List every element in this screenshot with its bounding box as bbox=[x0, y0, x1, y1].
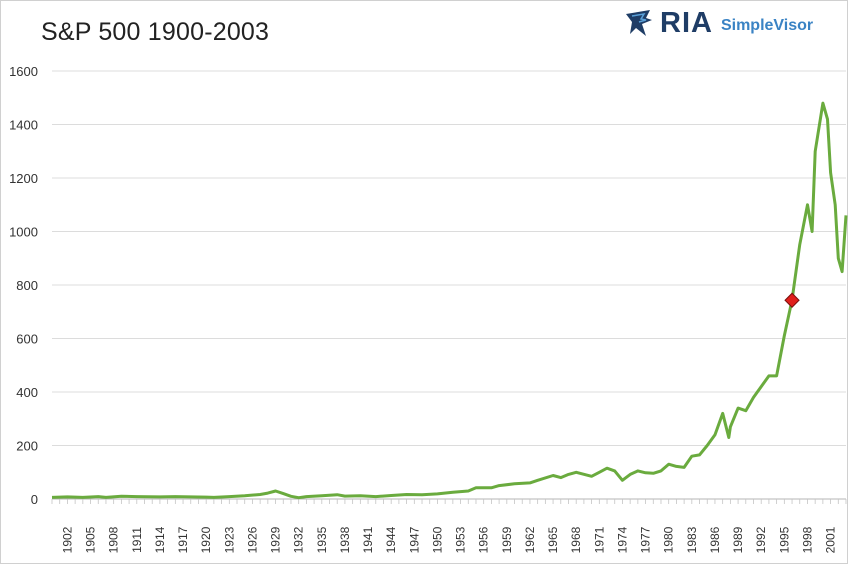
x-tick-label: 1941 bbox=[361, 526, 375, 553]
x-tick-label: 1947 bbox=[407, 526, 421, 553]
brand-logo: RIA SimpleVisor bbox=[624, 6, 813, 40]
x-tick-label: 2001 bbox=[824, 526, 838, 553]
y-tick-label: 200 bbox=[16, 439, 38, 454]
x-tick-label: 1923 bbox=[222, 526, 236, 553]
chart-title: S&P 500 1900-2003 bbox=[41, 18, 270, 46]
x-tick-label: 1974 bbox=[615, 526, 629, 553]
x-tick-label: 1920 bbox=[199, 526, 213, 553]
eagle-head-icon bbox=[626, 10, 652, 36]
x-tick-label: 1929 bbox=[269, 526, 283, 553]
x-tick-label: 1926 bbox=[245, 526, 259, 553]
logo-product-text: SimpleVisor bbox=[720, 17, 814, 34]
logo-brand-text: RIA bbox=[660, 6, 713, 39]
y-tick-label: 800 bbox=[16, 278, 38, 293]
x-tick-label: 1935 bbox=[315, 526, 329, 553]
x-tick-label: 1938 bbox=[338, 526, 352, 553]
x-tick-label: 1992 bbox=[754, 526, 768, 553]
x-tick-label: 1956 bbox=[477, 526, 491, 553]
x-tick-label: 1989 bbox=[731, 526, 745, 553]
y-tick-label: 0 bbox=[31, 492, 38, 507]
x-tick-label: 1986 bbox=[708, 526, 722, 553]
y-tick-label: 1200 bbox=[9, 171, 38, 186]
x-tick-label: 1983 bbox=[685, 526, 699, 553]
highlight-marker bbox=[784, 292, 800, 308]
x-tick-label: 1959 bbox=[500, 526, 514, 553]
x-tick-label: 1944 bbox=[384, 526, 398, 553]
x-tick-label: 1911 bbox=[130, 527, 144, 553]
series-line bbox=[51, 101, 848, 500]
x-tick-label: 1968 bbox=[569, 526, 583, 553]
y-tick-label: 1600 bbox=[9, 64, 38, 79]
x-tick-label: 1908 bbox=[107, 526, 121, 553]
y-tick-label: 400 bbox=[16, 385, 38, 400]
x-tick-label: 1953 bbox=[454, 526, 468, 553]
x-tick-label: 1962 bbox=[523, 526, 537, 553]
y-tick-label: 600 bbox=[16, 332, 38, 347]
x-tick-label: 1995 bbox=[777, 526, 791, 553]
y-tick-label: 1000 bbox=[9, 225, 38, 240]
x-tick-label: 1902 bbox=[60, 526, 74, 553]
x-tick-label: 1971 bbox=[592, 526, 606, 553]
x-tick-label: 1977 bbox=[639, 526, 653, 553]
x-tick-label: 1980 bbox=[662, 526, 676, 553]
x-tick-label: 1950 bbox=[430, 526, 444, 553]
x-tick-label: 1932 bbox=[292, 526, 306, 553]
x-tick-label: 1905 bbox=[84, 526, 98, 553]
x-tick-label: 1914 bbox=[153, 526, 167, 553]
x-tick-label: 1998 bbox=[800, 526, 814, 553]
x-tick-label: 1965 bbox=[546, 526, 560, 553]
y-tick-label: 1400 bbox=[9, 118, 38, 133]
x-tick-label: 1917 bbox=[176, 526, 190, 553]
